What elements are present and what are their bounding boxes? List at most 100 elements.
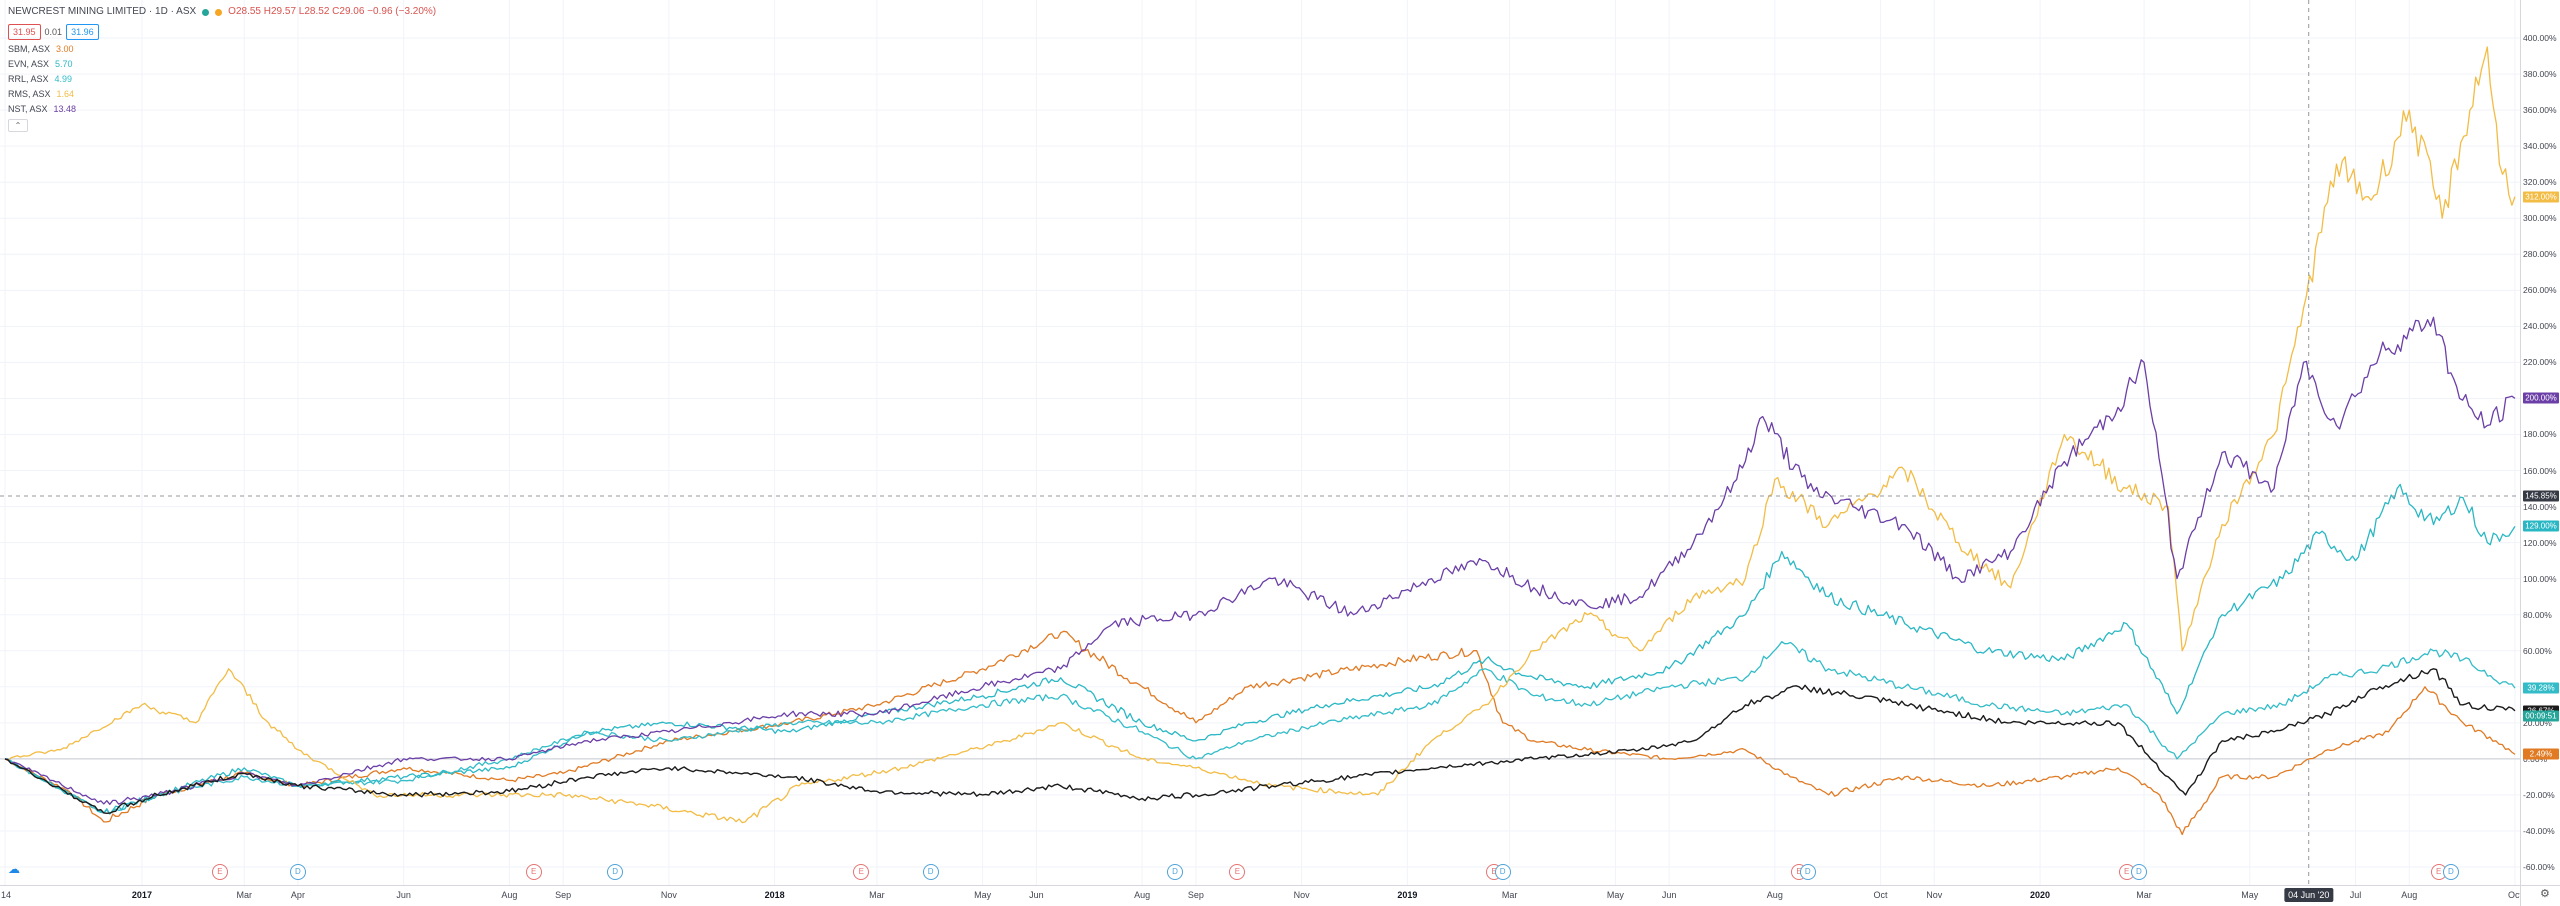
earnings-event-icon[interactable]: E xyxy=(1229,864,1246,880)
time-tick-label: May xyxy=(1606,890,1624,900)
axis-settings[interactable] xyxy=(2520,885,2560,906)
comparison-line-chart[interactable] xyxy=(0,0,2520,885)
time-tick-label: Nov xyxy=(1293,890,1310,900)
earnings-event-icon[interactable]: E xyxy=(853,864,870,880)
series-line-newcrest-mining-limited xyxy=(4,668,2516,814)
price-tick-label: 400.00% xyxy=(2523,33,2557,44)
price-tick-label: -60.00% xyxy=(2523,861,2555,872)
price-tick-label: 100.00% xyxy=(2523,573,2557,584)
price-tick-label: 280.00% xyxy=(2523,249,2557,260)
time-tick-label: Mar xyxy=(236,890,252,900)
legend-item-value: 1.64 xyxy=(56,89,75,99)
open-value: O28.55 xyxy=(228,6,261,17)
crosshair-date-label: 04 Jun '20 xyxy=(2284,888,2334,902)
countdown-label: 00:09:51 xyxy=(2523,710,2559,722)
legend-header: NEWCREST MINING LIMITED · 1D · ASX O28.5… xyxy=(8,6,436,18)
ohlc-values: O28.55 H29.57 L28.52 C29.06 −0.96 (−3.20… xyxy=(228,6,436,18)
price-tick-label: 60.00% xyxy=(2523,645,2552,656)
series-line-sbm xyxy=(4,630,2516,836)
legend-item-name: NST, ASX xyxy=(8,104,48,114)
time-tick-label: 2017 xyxy=(131,890,152,900)
time-tick-label: Aug xyxy=(1766,890,1783,900)
symbol-title[interactable]: NEWCREST MINING LIMITED · 1D · ASX xyxy=(8,6,197,17)
time-tick-label: Oct xyxy=(2507,890,2523,900)
time-tick-label: Mar xyxy=(869,890,885,900)
time-tick-label: Jun xyxy=(1661,890,1677,900)
earnings-event-icon[interactable]: E xyxy=(211,864,228,880)
price-tick-label: 340.00% xyxy=(2523,141,2557,152)
time-tick-label: Jun xyxy=(396,890,411,900)
series-line-nst xyxy=(4,316,2516,805)
time-tick-label: Sep xyxy=(555,890,572,900)
legend-item-name: EVN, ASX xyxy=(8,59,50,69)
last-value-label: 2.49% xyxy=(2523,748,2559,760)
series-line-evn xyxy=(5,483,2516,815)
time-tick-label: Aug xyxy=(1134,890,1151,900)
time-tick-label: Jun xyxy=(1029,890,1044,900)
legend-item-value: 13.48 xyxy=(53,104,77,114)
dividend-event-icon[interactable]: D xyxy=(2442,864,2459,880)
price-tick-label: 140.00% xyxy=(2523,501,2557,512)
legend-item-name: RMS, ASX xyxy=(8,89,51,99)
price-axis[interactable]: 400.00% 380.00% 360.00% 340.00% 320.00% 300.0… xyxy=(2520,0,2560,885)
earnings-event-icon[interactable]: E xyxy=(525,864,542,880)
price-tick-label: 20.00% xyxy=(2523,717,2552,728)
sell-button[interactable]: 31.95 xyxy=(8,24,41,40)
legend-item[interactable]: EVN, ASX 5.70 xyxy=(8,58,436,70)
legend-item[interactable]: NST, ASX 13.48 xyxy=(8,103,436,115)
price-tick-label: 240.00% xyxy=(2523,321,2557,332)
dividend-event-icon[interactable]: D xyxy=(2130,864,2147,880)
price-tick-label: 260.00% xyxy=(2523,285,2557,296)
dividend-event-icon[interactable]: D xyxy=(1494,864,1511,880)
price-tick-label: 380.00% xyxy=(2523,69,2557,80)
price-tick-label: 180.00% xyxy=(2523,429,2557,440)
dividend-event-icon[interactable]: D xyxy=(607,864,624,880)
dividend-event-icon[interactable]: D xyxy=(922,864,939,880)
legend-item-name: SBM, ASX xyxy=(8,44,51,54)
time-tick-label: May xyxy=(2241,890,2259,900)
price-tick-label: 320.00% xyxy=(2523,177,2557,188)
legend-item-value: 5.70 xyxy=(55,59,73,69)
price-tick-label: 120.00% xyxy=(2523,537,2557,548)
time-tick-label: May xyxy=(974,890,992,900)
cloud-save-icon[interactable]: ☁ xyxy=(8,862,20,876)
data-delay-icon xyxy=(215,8,223,16)
series-line-rrl xyxy=(4,641,2516,815)
last-value-label: 200.00% xyxy=(2523,392,2559,404)
collapse-legend-button[interactable]: ⌃ xyxy=(8,119,28,132)
price-tick-label: 360.00% xyxy=(2523,105,2557,116)
price-tick-label: -40.00% xyxy=(2523,825,2555,836)
last-value-label: 129.00% xyxy=(2523,520,2559,532)
time-tick-label: Aug xyxy=(2401,890,2418,900)
legend: NEWCREST MINING LIMITED · 1D · ASX O28.5… xyxy=(8,6,436,132)
change-value: −0.96 (−3.20%) xyxy=(367,6,437,17)
legend-item[interactable]: SBM, ASX 3.00 xyxy=(8,43,436,55)
bid-ask: 31.95 0.01 31.96 xyxy=(8,24,436,40)
legend-item-value: 3.00 xyxy=(56,44,74,54)
low-value: L28.52 xyxy=(298,6,330,17)
price-tick-label: -20.00% xyxy=(2523,789,2555,800)
time-tick-label: 14 xyxy=(0,890,12,900)
buy-button[interactable]: 31.96 xyxy=(66,24,99,40)
price-tick-label: 300.00% xyxy=(2523,213,2557,224)
dividend-event-icon[interactable]: D xyxy=(1799,864,1816,880)
legend-item-name: RRL, ASX xyxy=(8,74,49,84)
legend-item[interactable]: RRL, ASX 4.99 xyxy=(8,73,436,85)
legend-item[interactable]: RMS, ASX 1.64 xyxy=(8,88,436,100)
time-tick-label: Aug xyxy=(501,890,518,900)
time-tick-label: 2020 xyxy=(2030,890,2051,900)
time-tick-label: Oct xyxy=(1873,890,1888,900)
dividend-event-icon[interactable]: D xyxy=(289,864,306,880)
crosshair-price-label: 145.85% xyxy=(2523,490,2559,502)
time-tick-label: Mar xyxy=(2136,890,2152,900)
time-tick-label: Nov xyxy=(660,890,677,900)
high-value: H29.57 xyxy=(263,6,297,17)
close-value: C29.06 xyxy=(332,6,365,17)
dividend-event-icon[interactable]: D xyxy=(1167,864,1184,880)
time-tick-label: Apr xyxy=(290,890,305,900)
time-tick-label: 2019 xyxy=(1397,890,1418,900)
time-tick-label: Jul xyxy=(2349,890,2362,900)
time-axis[interactable]: 14 2017 Mar Apr Jun Aug Sep Nov 2018 Mar May Jun Aug… xyxy=(0,885,2523,906)
gear-icon[interactable]: ⚙ xyxy=(2540,888,2550,900)
chart-area[interactable]: NEWCREST MINING LIMITED · 1D · ASX O28.5… xyxy=(0,0,2520,885)
